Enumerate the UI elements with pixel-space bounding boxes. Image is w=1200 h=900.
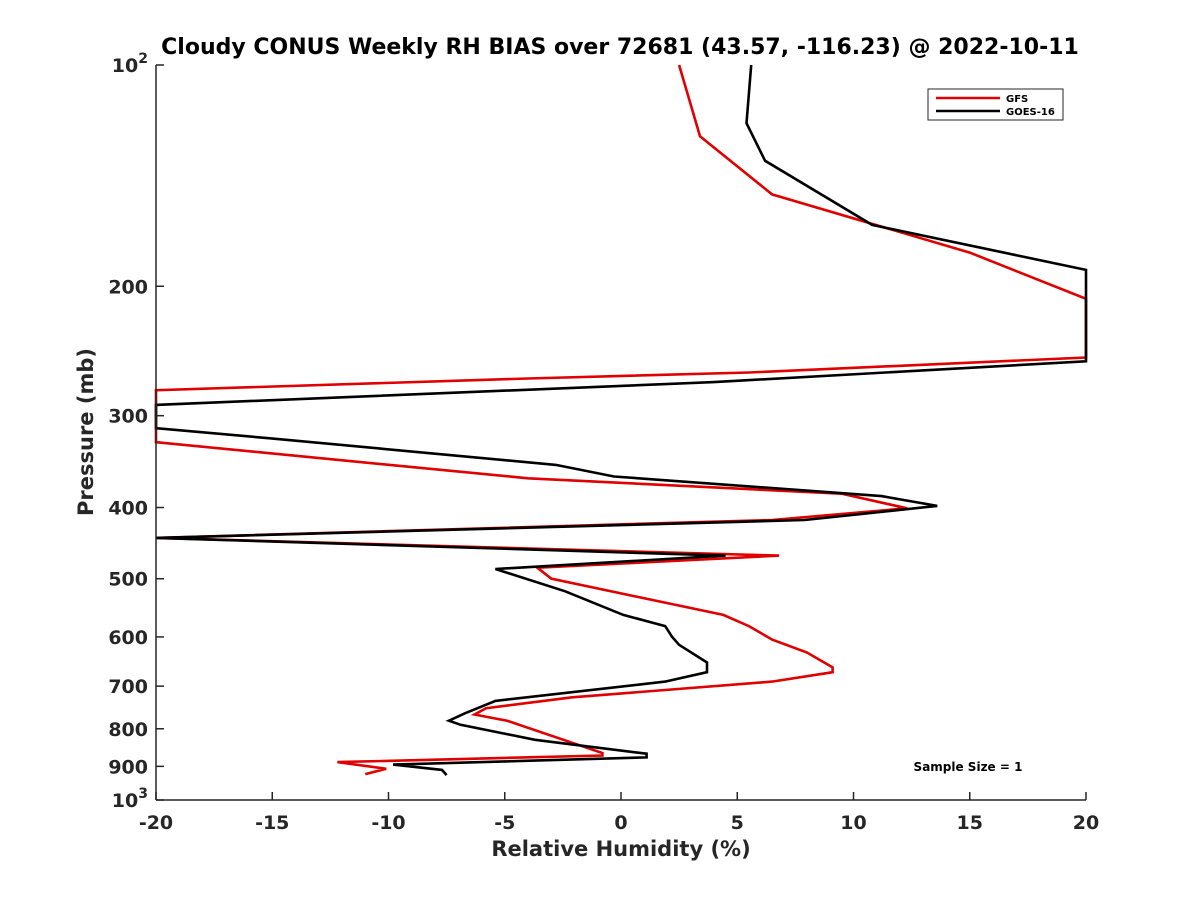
y-tick-label: 103 <box>112 786 148 812</box>
legend: GFS GOES-16 <box>927 88 1064 121</box>
x-axis-label: Relative Humidity (%) <box>491 837 750 861</box>
x-tick-label: -15 <box>255 812 289 834</box>
x-tick-label: 20 <box>1073 812 1099 834</box>
y-tick-label: 600 <box>108 627 148 649</box>
sample-size-annotation: Sample Size = 1 <box>914 760 1023 774</box>
x-axis-ticks: -20 -15 -10 -5 0 5 10 15 20 <box>139 792 1099 834</box>
plot-area <box>156 65 1086 800</box>
y-tick-label: 300 <box>108 406 148 428</box>
x-tick-label: 10 <box>840 812 866 834</box>
x-tick-label: 0 <box>614 812 627 834</box>
x-tick-label: -20 <box>139 812 173 834</box>
y-tick-label: 200 <box>108 276 148 298</box>
y-tick-label: 700 <box>108 676 148 698</box>
x-tick-label: 15 <box>957 812 983 834</box>
series-line-gfs <box>154 64 1088 776</box>
x-tick-label: -5 <box>494 812 515 834</box>
y-tick-label: 102 <box>112 51 148 77</box>
legend-label-goes-16: GOES-16 <box>1006 107 1055 118</box>
legend-box <box>927 88 1064 121</box>
y-tick-label: 800 <box>108 719 148 741</box>
y-tick-label: 900 <box>108 756 148 778</box>
x-tick-label: 5 <box>731 812 744 834</box>
y-tick-label: 500 <box>108 569 148 591</box>
y-axis-label: Pressure (mb) <box>74 348 98 516</box>
series-layer <box>154 64 1088 776</box>
y-tick-label: 400 <box>108 498 148 520</box>
series-line-goes-16 <box>154 64 1088 776</box>
chart-title: Cloudy CONUS Weekly RH BIAS over 72681 (… <box>161 35 1079 60</box>
legend-label-gfs: GFS <box>1006 94 1028 105</box>
y-axis-ticks: 102 200 300 400 500 600 700 800 900 103 <box>108 51 164 812</box>
x-tick-label: -10 <box>371 812 405 834</box>
